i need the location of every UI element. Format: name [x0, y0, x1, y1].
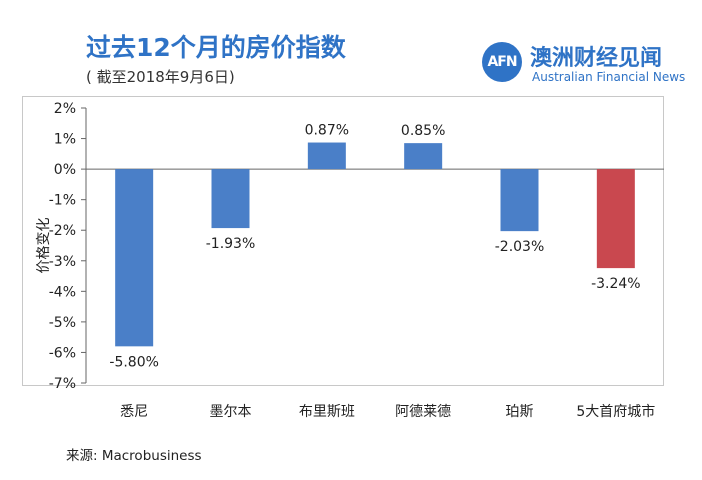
y-tick-label: -6% — [49, 345, 76, 361]
y-tick-label: -3% — [49, 254, 76, 270]
bar-3 — [307, 142, 346, 170]
y-tick-label: -1% — [49, 193, 76, 209]
data-label: -1.93% — [206, 236, 256, 252]
y-tick-label: -4% — [49, 284, 76, 300]
data-label: 0.85% — [401, 123, 445, 139]
brand-name-cn: 澳洲财经见闻 — [530, 46, 663, 71]
category-label: 布里斯班 — [299, 404, 355, 420]
brand-name-en: Australian Financial News — [532, 70, 686, 84]
bar-2 — [211, 169, 250, 229]
y-tick-label: -7% — [49, 376, 76, 392]
bar-4 — [404, 143, 443, 170]
bar-6 — [596, 169, 635, 269]
chart-subtitle: ( 截至2018年9月6日) — [86, 68, 235, 86]
bar-1 — [115, 169, 154, 347]
source-note: 来源: Macrobusiness — [66, 448, 202, 464]
category-label: 5大首府城市 — [576, 403, 655, 420]
data-label: -3.24% — [591, 276, 641, 292]
y-tick-label: 0% — [54, 162, 76, 178]
y-tick-label: -5% — [49, 315, 76, 331]
category-label: 阿德莱德 — [395, 404, 451, 420]
y-axis-label: 价格变化 — [36, 218, 52, 274]
brand-logo: AFN 澳洲财经见闻 Australian Financial News — [482, 40, 687, 86]
y-tick-label: 1% — [54, 132, 76, 148]
category-label: 悉尼 — [120, 404, 148, 420]
data-label: -5.80% — [109, 354, 159, 370]
bar-5 — [500, 169, 539, 232]
y-tick-label: 2% — [54, 101, 76, 117]
afn-logo-icon: AFN — [482, 42, 522, 82]
chart-title: 过去12个月的房价指数 — [86, 33, 346, 62]
data-label: 0.87% — [305, 123, 349, 139]
category-label: 珀斯 — [506, 404, 534, 420]
category-label: 墨尔本 — [210, 404, 252, 420]
y-tick-label: -2% — [49, 223, 76, 239]
data-label: -2.03% — [495, 239, 545, 255]
